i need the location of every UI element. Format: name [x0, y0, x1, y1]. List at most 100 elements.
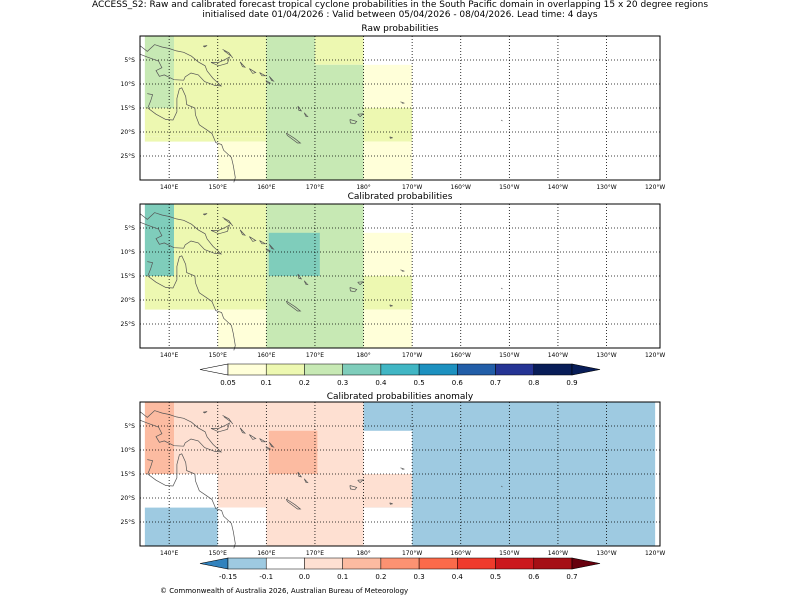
probability-cell [144, 108, 175, 137]
longitude-tick-label: 180° [356, 184, 370, 191]
colorbar-over-extension [571, 363, 601, 376]
colorbar-segment [533, 557, 573, 570]
coastline [222, 49, 234, 59]
colorbar-tick-label: 0.7 [490, 379, 501, 387]
longitude-tick-label: 160°E [257, 184, 275, 191]
longitude-tick-label: 140°E [160, 184, 178, 191]
coastline [139, 44, 223, 87]
longitude-tick-label: 150°E [209, 352, 227, 359]
longitude-tick-label: 180° [356, 550, 370, 557]
probability-cell [217, 507, 267, 546]
longitude-tick-label: 170°W [402, 352, 422, 359]
colorbar-segment [418, 363, 458, 376]
latitude-tick-label: 20°S [121, 297, 136, 304]
longitude-tick-label: 130°W [596, 184, 616, 191]
coastline [249, 434, 257, 440]
coastline [303, 280, 309, 286]
probability-cell [363, 474, 413, 508]
coastline [285, 132, 302, 144]
longitude-tick-label: 170°E [306, 352, 324, 359]
longitude-tick-label: 170°W [402, 184, 422, 191]
colorbar-under-extension [199, 557, 229, 570]
colorbar-tick-label: 0.9 [566, 379, 577, 387]
coastline [239, 229, 246, 236]
probability-cell [144, 204, 175, 276]
latitude-tick-label: 20°S [121, 129, 136, 136]
longitude-tick-label: 120°W [645, 550, 665, 557]
longitude-tick-label: 170°E [306, 184, 324, 191]
colorbar-tick-label: 0.1 [337, 573, 348, 581]
colorbar-tick-label: 0.5 [490, 573, 501, 581]
latitude-tick-label: 25°S [121, 153, 136, 160]
coastline [285, 498, 302, 510]
map-frame [139, 203, 661, 349]
latitude-tick-label: 10°S [121, 447, 136, 454]
latitude-tick-label: 5°S [124, 57, 135, 64]
longitude-tick-label: 160°E [257, 352, 275, 359]
longitude-tick-label: 120°W [645, 352, 665, 359]
colorbar-segment [342, 557, 382, 570]
probability-cell [144, 507, 218, 546]
probability-cell [314, 36, 364, 65]
longitude-tick-label: 160°W [451, 184, 471, 191]
longitude-tick-label: 150°W [499, 352, 519, 359]
colorbar-segment [380, 557, 420, 570]
coastline [500, 287, 503, 290]
probability-cell [174, 136, 218, 142]
coastline [203, 411, 208, 414]
colorbar-tick-label: 0.4 [452, 573, 464, 581]
colorbar-segment [304, 363, 343, 376]
longitude-tick-label: 130°W [596, 352, 616, 359]
colorbar-segment [265, 363, 305, 376]
colorbar-segment [380, 363, 420, 376]
colorbar-tick-label: 0.6 [452, 379, 464, 387]
coastline [349, 119, 358, 125]
latitude-tick-label: 15°S [121, 105, 136, 112]
colorbar-segment [227, 557, 267, 570]
colorbar-tick-label: -0.1 [259, 573, 273, 581]
probability-cell [268, 430, 318, 474]
probability-cell [144, 36, 175, 108]
coastline [259, 240, 267, 245]
coastline [147, 255, 236, 351]
coastline [249, 236, 257, 242]
colorbar-tick-label: 0.3 [337, 379, 348, 387]
coastline [139, 212, 223, 255]
copyright-footer: © Commonwealth of Australia 2026, Austra… [160, 587, 409, 595]
longitude-tick-label: 160°W [451, 550, 471, 557]
coastline [222, 415, 234, 425]
colorbar-tick-label: 0.0 [299, 573, 310, 581]
colorbar-segment [533, 363, 573, 376]
coastline [400, 467, 405, 470]
coastline [357, 113, 365, 118]
probability-cell [217, 136, 267, 142]
probability-cell [363, 309, 413, 348]
probability-cell [174, 474, 218, 508]
colorbar-segment [495, 557, 535, 570]
longitude-tick-label: 140°E [160, 352, 178, 359]
figure-title: ACCESS_S2: Raw and calibrated forecast t… [91, 0, 709, 10]
panel-title-anomaly: Calibrated probabilities anomaly [326, 392, 474, 402]
longitude-tick-label: 140°W [548, 352, 568, 359]
probability-colorbar: 0.05 0.1 0.2 0.3 0.4 0.5 0.6 0.7 0.8 0.9 [199, 363, 601, 387]
colorbar-segment [342, 363, 382, 376]
coastline [259, 72, 267, 77]
probability-cell [363, 36, 413, 65]
coastline [303, 112, 309, 118]
probability-cell [217, 474, 267, 508]
probability-cell [268, 232, 320, 276]
colorbar-under-extension [199, 363, 229, 376]
coastline [139, 410, 223, 453]
colorbar-tick-label: -0.15 [219, 573, 237, 581]
longitude-tick-label: 150°W [499, 550, 519, 557]
colorbar-segment [495, 363, 535, 376]
longitude-tick-label: 160°E [257, 550, 275, 557]
coastline [268, 76, 275, 82]
latitude-tick-label: 25°S [121, 321, 136, 328]
longitude-tick-label: 170°E [306, 550, 324, 557]
coastline [203, 45, 208, 48]
latitude-tick-label: 15°S [121, 273, 136, 280]
probability-cell [217, 309, 267, 348]
coastline [349, 485, 358, 491]
